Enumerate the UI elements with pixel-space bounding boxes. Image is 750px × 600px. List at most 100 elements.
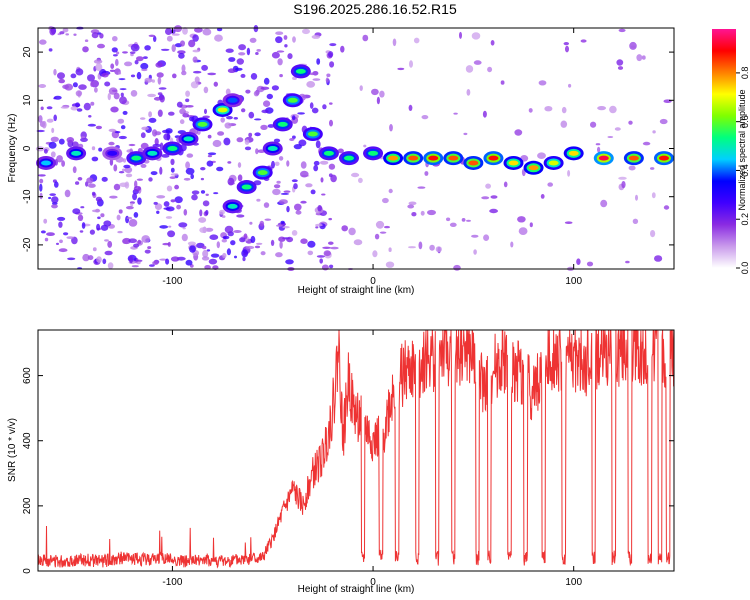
spectrogram-noise-blob bbox=[185, 90, 191, 97]
spectrogram-noise-blob bbox=[285, 259, 294, 265]
spectrogram-noise-blob bbox=[188, 39, 196, 48]
spectrogram-noise-blob bbox=[137, 239, 141, 245]
colorbar-tick-label: 0.8 bbox=[740, 67, 750, 80]
spectrogram-noise-blob bbox=[388, 188, 393, 194]
spectrogram-noise-blob bbox=[311, 107, 319, 114]
spectrogram-noise-blob bbox=[485, 183, 491, 189]
spectrogram-noise-blob bbox=[305, 183, 313, 188]
spectrogram-noise-blob bbox=[133, 212, 139, 218]
spectrogram-noise-blob bbox=[163, 201, 170, 207]
spectrogram-noise-blob bbox=[182, 227, 186, 230]
spectrogram-noise-blob bbox=[659, 118, 668, 125]
spectrogram-x-tick-label: 0 bbox=[370, 276, 376, 287]
spectrogram-ridge-core bbox=[277, 121, 288, 127]
spectrogram-noise-blob bbox=[277, 58, 283, 66]
spectrogram-y-tick-label: 10 bbox=[22, 94, 33, 106]
spectrogram-noise-blob bbox=[300, 161, 307, 169]
snr-plot-area bbox=[38, 330, 674, 571]
spectrogram-noise-blob bbox=[271, 160, 275, 169]
snr-x-tick-label: -100 bbox=[162, 577, 182, 588]
spectrogram-noise-blob bbox=[63, 232, 69, 236]
spectrogram-noise-blob bbox=[170, 173, 179, 176]
spectrogram-noise-blob bbox=[156, 210, 160, 214]
spectrogram-ridge-core bbox=[448, 155, 459, 161]
spectrogram-noise-blob bbox=[62, 27, 69, 33]
spectrogram-noise-blob bbox=[221, 238, 227, 243]
spectrogram-ridge-core bbox=[183, 136, 194, 142]
spectrogram-noise-blob bbox=[149, 264, 155, 267]
spectrogram-noise-blob bbox=[260, 86, 270, 90]
spectrogram-noise-blob bbox=[155, 62, 163, 68]
spectrogram-noise-blob bbox=[372, 250, 378, 258]
spectrogram-noise-blob bbox=[56, 242, 59, 245]
spectrogram-noise-blob bbox=[129, 51, 136, 54]
spectrogram-noise-blob bbox=[104, 250, 113, 256]
spectrogram-noise-blob bbox=[471, 234, 479, 238]
spectrogram-x-ticks: -100 0 100 bbox=[162, 28, 582, 287]
spectrogram-noise-blob bbox=[156, 195, 166, 199]
spectrogram-noise-blob bbox=[307, 250, 314, 256]
spectrogram-noise-blob bbox=[320, 177, 324, 183]
spectrogram-noise-blob bbox=[118, 209, 123, 214]
spectrogram-noise-blob bbox=[148, 177, 153, 182]
spectrogram-noise-blob bbox=[43, 148, 48, 154]
spectrogram-noise-blob bbox=[411, 212, 417, 217]
spectrogram-noise-blob bbox=[409, 60, 413, 68]
spectrogram-noise-blob bbox=[66, 236, 74, 240]
spectrogram-noise-blob bbox=[50, 136, 59, 142]
snr-frame bbox=[37, 329, 675, 572]
spectrogram-noise-blob bbox=[130, 74, 136, 78]
spectrogram-noise-blob bbox=[183, 209, 188, 216]
spectrogram-noise-blob bbox=[159, 95, 165, 103]
spectrogram-ridge-core bbox=[323, 150, 334, 156]
spectrogram-noise-blob bbox=[586, 261, 594, 267]
spectrogram-noise-blob bbox=[159, 166, 163, 175]
spectrogram-ridge-core bbox=[107, 150, 118, 156]
spectrogram-noise-blob bbox=[280, 192, 290, 195]
spectrogram-noise-blob bbox=[276, 224, 283, 227]
spectrogram-noise-blob bbox=[166, 35, 173, 42]
spectrogram-noise-blob bbox=[204, 108, 207, 115]
spectrogram-noise-blob bbox=[321, 193, 326, 196]
chart-title: S196.2025.286.16.52.R15 bbox=[293, 1, 457, 17]
spectrogram-noise-blob bbox=[116, 214, 121, 221]
spectrogram-noise-blob bbox=[435, 246, 442, 253]
spectrogram-noise-blob bbox=[176, 204, 182, 210]
spectrogram-noise-blob bbox=[170, 199, 176, 203]
spectrogram-ridge-core bbox=[71, 150, 82, 156]
spectrogram-noise-blob bbox=[384, 225, 390, 229]
spectrogram-noise-blob bbox=[153, 35, 157, 43]
spectrogram-ridge-core bbox=[388, 155, 399, 161]
spectrogram-noise-blob bbox=[57, 216, 66, 221]
spectrogram-noise-blob bbox=[118, 135, 127, 140]
spectrogram-noise-blob bbox=[308, 72, 317, 76]
spectrogram-noise-blob bbox=[95, 196, 102, 202]
spectrogram-noise-blob bbox=[137, 197, 142, 205]
spectrogram-noise-blob bbox=[529, 222, 533, 228]
spectrogram-noise-blob bbox=[325, 77, 329, 83]
spectrogram-noise-blob bbox=[237, 162, 242, 168]
spectrogram-noise-blob bbox=[528, 108, 533, 113]
spectrogram-noise-blob bbox=[330, 246, 339, 250]
spectrogram-noise-blob bbox=[631, 45, 636, 49]
spectrogram-noise-blob bbox=[170, 158, 175, 166]
spectrogram-noise-blob bbox=[217, 131, 225, 136]
spectrogram-noise-blob bbox=[253, 90, 259, 97]
spectrogram-noise-blob bbox=[107, 93, 112, 101]
spectrogram-noise-blob bbox=[263, 100, 271, 107]
spectrogram-noise-blob bbox=[307, 240, 316, 248]
spectrogram-noise-blob bbox=[71, 141, 79, 148]
spectrogram-noise-blob bbox=[597, 106, 606, 111]
spectrogram-noise-blob bbox=[38, 84, 47, 88]
spectrogram-noise-blob bbox=[465, 65, 474, 73]
spectrogram-noise-blob bbox=[278, 156, 284, 161]
spectrogram-noise-blob bbox=[95, 125, 102, 130]
spectrogram-noise-blob bbox=[607, 136, 614, 138]
spectrogram-noise-blob bbox=[222, 252, 227, 259]
spectrogram-noise-blob bbox=[132, 193, 138, 201]
spectrogram-ridge-core bbox=[468, 160, 479, 166]
spectrogram-noise-blob bbox=[120, 92, 124, 98]
spectrogram-noise-blob bbox=[133, 243, 140, 248]
spectrogram-noise-blob bbox=[446, 217, 451, 222]
